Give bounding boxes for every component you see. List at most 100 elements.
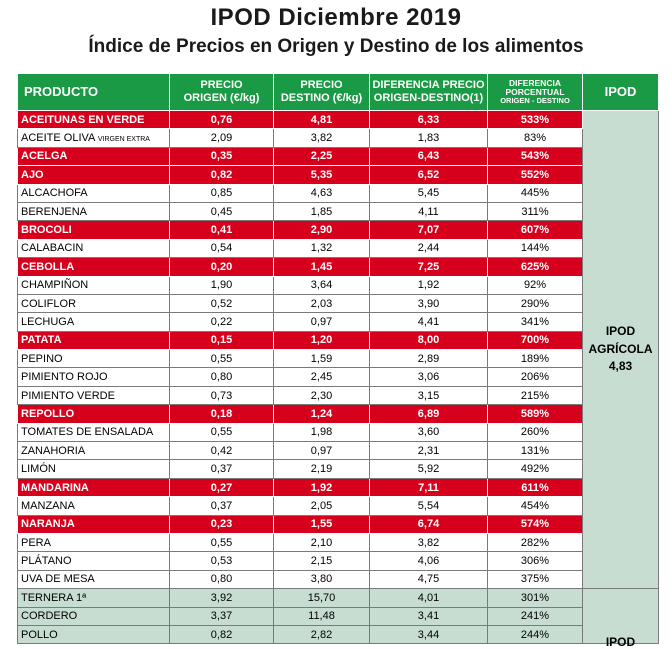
header-diferencia-line2: ORIGEN-DESTINO(1) (373, 92, 484, 104)
table-row: PATATA 0,15 1,20 8,00 700% (17, 330, 659, 351)
header-porcentual-line2: PORCENTUAL (505, 86, 565, 97)
cell-producto: CHAMPIÑON (17, 275, 170, 295)
cell-porcentual: 260% (487, 422, 583, 443)
cell-producto: COLIFLOR (17, 293, 170, 314)
cell-precio-destino: 1,92 (273, 477, 370, 498)
ipod-agricola-line2: AGRÍCOLA (588, 341, 653, 356)
table-row: ACEITE OLIVA VIRGEN EXTRA 2,09 3,82 1,83 83% (17, 128, 659, 148)
producto-name: ACEITE OLIVA (21, 132, 95, 145)
table-header-row: PRODUCTO PRECIO ORIGEN (€/kg) PRECIO DES… (17, 73, 659, 111)
cell-producto: NARANJA (17, 514, 170, 534)
header-ipod: IPOD (582, 73, 659, 111)
cell-precio-destino: 3,64 (273, 275, 370, 295)
producto-name: BERENJENA (21, 205, 88, 218)
ipod-agricola-value: 4,83 (608, 359, 633, 374)
cell-producto: CEBOLLA (17, 257, 170, 277)
cell-producto: BERENJENA (17, 201, 170, 222)
header-precio-destino-line2: DESTINO (€/kg) (280, 92, 363, 104)
cell-diferencia: 6,33 (369, 109, 488, 130)
cell-porcentual: 341% (487, 312, 583, 332)
cell-precio-destino: 1,55 (273, 514, 370, 534)
header-precio-destino: PRECIO DESTINO (€/kg) (273, 73, 370, 111)
header-diferencia-line1: DIFERENCIA PRECIO (372, 79, 485, 92)
producto-name: ACELGA (21, 150, 68, 163)
cell-precio-origen: 0,55 (169, 532, 274, 553)
cell-producto: ACEITUNAS EN VERDE (17, 109, 170, 130)
cell-producto: BROCOLI (17, 220, 170, 240)
cell-porcentual: 290% (487, 293, 583, 314)
ipod-ganadero-line1: IPOD (605, 635, 636, 649)
cell-porcentual: 215% (487, 385, 583, 406)
cell-precio-origen: 0,73 (169, 385, 274, 406)
header-porcentual-line3: ORIGEN - DESTINO (500, 96, 570, 106)
cell-porcentual: 189% (487, 349, 583, 369)
table-row: PEPINO 0,55 1,59 2,89 189% (17, 349, 659, 369)
cell-diferencia: 4,41 (369, 312, 488, 332)
cell-precio-destino: 2,10 (273, 532, 370, 553)
cell-precio-destino: 2,90 (273, 220, 370, 240)
table-row: LIMÓN 0,37 2,19 5,92 492% (17, 459, 659, 479)
cell-precio-origen: 0,18 (169, 404, 274, 424)
cell-precio-origen: 0,42 (169, 441, 274, 461)
producto-name: TOMATES DE ENSALADA (21, 426, 154, 439)
table-row: PLÁTANO 0,53 2,15 4,06 306% (17, 551, 659, 571)
cell-porcentual: 589% (487, 404, 583, 424)
producto-name: MANZANA (21, 499, 75, 512)
cell-producto: LIMÓN (17, 459, 170, 479)
cell-producto: LECHUGA (17, 312, 170, 332)
cell-precio-destino: 4,63 (273, 183, 370, 203)
cell-diferencia: 2,44 (369, 238, 488, 259)
cell-diferencia: 2,31 (369, 441, 488, 461)
cell-precio-origen: 0,82 (169, 165, 274, 185)
cell-porcentual: 311% (487, 201, 583, 222)
ipod-agricola-panel: IPOD AGRÍCOLA 4,83 (582, 109, 659, 590)
cell-diferencia: 7,11 (369, 477, 488, 498)
cell-precio-origen: 0,55 (169, 422, 274, 443)
producto-name: COLIFLOR (21, 297, 77, 310)
producto-name: PERA (21, 536, 51, 549)
cell-diferencia: 6,74 (369, 514, 488, 534)
cell-producto: MANDARINA (17, 477, 170, 498)
header-porcentual-line1: DIFERENCIA (509, 77, 561, 88)
cell-precio-origen: 2,09 (169, 128, 274, 148)
cell-producto: CORDERO (17, 606, 170, 626)
cell-diferencia: 3,90 (369, 293, 488, 314)
cell-producto: PEPINO (17, 349, 170, 369)
producto-name: BROCOLI (21, 224, 72, 237)
cell-diferencia: 5,54 (369, 496, 488, 516)
header-precio-destino-line1: PRECIO (300, 79, 343, 92)
cell-precio-destino: 1,45 (273, 257, 370, 277)
producto-name: MANDARINA (21, 481, 89, 494)
producto-name: REPOLLO (21, 407, 75, 420)
cell-producto: UVA DE MESA (17, 569, 170, 590)
cell-precio-origen: 0,45 (169, 201, 274, 222)
header-precio-origen: PRECIO ORIGEN (€/kg) (169, 73, 274, 111)
cell-producto: ALCACHOFA (17, 183, 170, 203)
cell-diferencia: 6,43 (369, 146, 488, 167)
cell-producto: PATATA (17, 330, 170, 351)
page-subtitle: Índice de Precios en Origen y Destino de… (88, 36, 584, 57)
cell-porcentual: 607% (487, 220, 583, 240)
cell-precio-destino: 15,70 (273, 588, 370, 608)
cell-producto: AJO (17, 165, 170, 185)
cell-diferencia: 3,06 (369, 367, 488, 387)
cell-porcentual: 206% (487, 367, 583, 387)
producto-suffix: VIRGEN EXTRA (97, 136, 150, 144)
table-row: BROCOLI 0,41 2,90 7,07 607% (17, 220, 659, 240)
cell-precio-destino: 3,82 (273, 128, 370, 148)
cell-producto: POLLO (17, 624, 170, 645)
table-row: PIMIENTO VERDE 0,73 2,30 3,15 215% (17, 385, 659, 406)
cell-diferencia: 4,11 (369, 201, 488, 222)
cell-precio-origen: 0,55 (169, 349, 274, 369)
cell-diferencia: 3,41 (369, 606, 488, 626)
cell-precio-origen: 0,20 (169, 257, 274, 277)
table-row: MANDARINA 0,27 1,92 7,11 611% (17, 477, 659, 498)
table-row: CORDERO 3,37 11,48 3,41 241% (17, 606, 659, 626)
cell-producto: TOMATES DE ENSALADA (17, 422, 170, 443)
cell-precio-origen: 0,54 (169, 238, 274, 259)
cell-producto: TERNERA 1ª (17, 588, 170, 608)
producto-name: ALCACHOFA (21, 187, 88, 200)
cell-precio-destino: 1,24 (273, 404, 370, 424)
cell-producto: MANZANA (17, 496, 170, 516)
cell-precio-origen: 0,80 (169, 569, 274, 590)
